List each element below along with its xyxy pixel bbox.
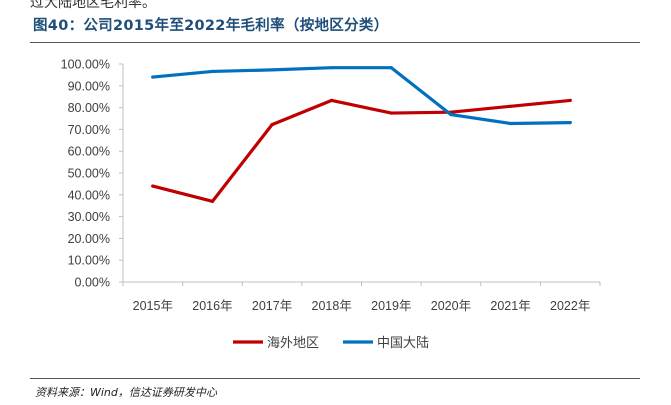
y-tick-label: 90.00%: [68, 79, 110, 93]
data-point: [151, 75, 155, 79]
x-tick-label: 2022年: [550, 299, 590, 313]
figure-title: 图40：公司2015年至2022年毛利率（按地区分类）: [33, 18, 389, 34]
data-point: [389, 66, 393, 70]
y-tick-label: 100.00%: [61, 58, 110, 72]
series-lines: [151, 66, 572, 203]
data-point: [568, 98, 572, 103]
source-note: 资料来源：Wind，信达证券研发中心: [35, 386, 217, 399]
x-tick-label: 2021年: [490, 299, 530, 313]
y-tick-label: 70.00%: [68, 123, 110, 137]
data-point: [151, 184, 155, 188]
source-divider: [30, 378, 640, 379]
y-tick-label: 0.00%: [75, 276, 110, 290]
chart-legend: 海外地区 中国大陆: [233, 335, 429, 351]
y-tick-label: 60.00%: [68, 145, 110, 159]
y-tick-label: 10.00%: [68, 254, 110, 268]
x-tick-label: 2017年: [252, 299, 292, 313]
x-tick-label: 2015年: [133, 299, 173, 313]
data-point: [270, 68, 274, 72]
y-tick-label: 30.00%: [68, 210, 110, 224]
y-tick-label: 50.00%: [68, 167, 110, 181]
title-divider: [30, 42, 640, 43]
x-tick-label: 2016年: [192, 299, 232, 313]
x-tick-label: 2019年: [371, 299, 411, 313]
y-axis-tick-labels: 0.00% 10.00% 20.00% 30.00% 40.00% 50.00% 60.00…: [61, 58, 110, 290]
data-point: [210, 69, 215, 74]
legend-label: 中国大陆: [377, 335, 429, 351]
series-line-mainland-china: [151, 66, 572, 126]
y-tick-label: 80.00%: [68, 101, 110, 115]
x-tick-label: 2018年: [312, 299, 352, 313]
data-point: [270, 123, 274, 127]
series-line-overseas: [151, 98, 572, 203]
x-tick-label: 2020年: [431, 299, 471, 313]
preceding-text-fragment: 过大陆地区毛利率。: [30, 0, 156, 11]
data-point: [508, 121, 513, 126]
data-point: [389, 111, 393, 115]
data-point: [449, 112, 453, 117]
chart-axes: [119, 63, 601, 286]
data-point: [210, 199, 215, 203]
legend-label: 海外地区: [267, 336, 319, 351]
data-point: [330, 98, 334, 103]
data-point: [568, 121, 572, 125]
x-axis-tick-labels: 2015年 2016年 2017年 2018年 2019年 2020年 2021年 2022年: [133, 299, 591, 313]
y-tick-label: 20.00%: [68, 232, 110, 246]
data-point: [330, 66, 334, 70]
y-tick-label: 40.00%: [68, 188, 110, 202]
data-point: [508, 104, 513, 108]
